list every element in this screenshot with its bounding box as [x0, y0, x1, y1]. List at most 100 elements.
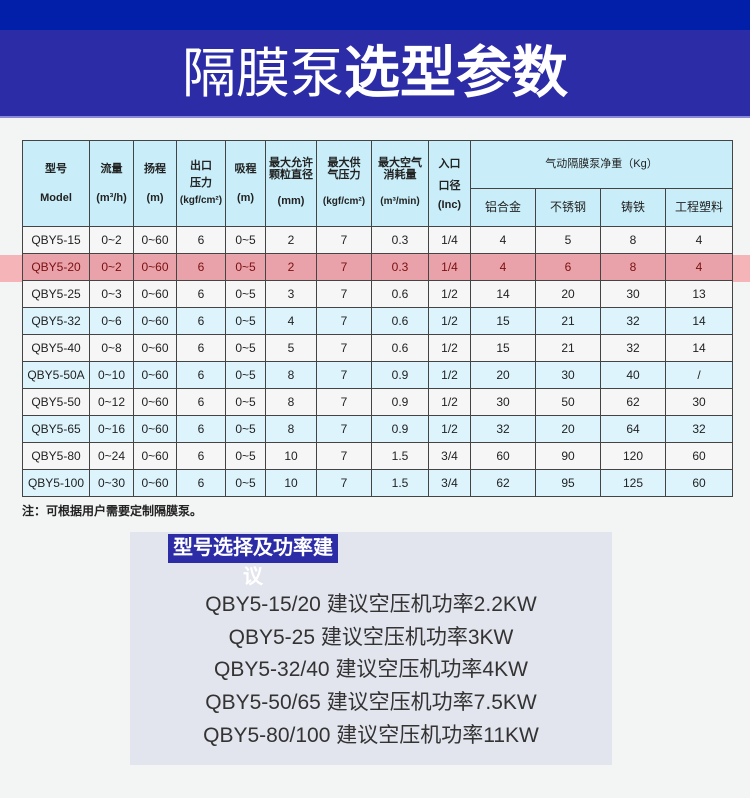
table-cell: 20	[470, 361, 536, 389]
table-cell: QBY5-50	[22, 388, 90, 416]
table-cell: /	[665, 361, 733, 389]
table-cell: 6	[535, 253, 601, 281]
table-cell: QBY5-100	[22, 469, 90, 497]
recommendation-line: QBY5-15/20 建议空压机功率2.2KW	[205, 593, 537, 616]
table-cell: 0.9	[371, 361, 429, 389]
table-row: QBY5-40 0~8 0~60 6 0~5 5 7 0.6 1/2 15 21 32 14	[22, 334, 733, 362]
table-cell: 0~60	[133, 280, 177, 308]
table-cell: 0~6	[89, 307, 134, 335]
table-cell: 0~12	[89, 388, 134, 416]
table-cell: 0~2	[89, 253, 134, 281]
header-aluminum: 铝合金	[470, 188, 536, 227]
table-row: QBY5-50A 0~10 0~60 6 0~5 8 7 0.9 1/2 20 30 40/	[22, 361, 733, 389]
table-cell: 1.5	[371, 469, 429, 497]
table-cell: 21	[535, 307, 601, 335]
table-row: QBY5-32 0~6 0~60 6 0~5 4 7 0.6 1/2 15 21 32 14	[22, 307, 733, 335]
table-cell: 1.5	[371, 442, 429, 470]
table-cell: 8	[265, 388, 317, 416]
table-cell: 6	[176, 280, 226, 308]
header-plastic: 工程塑料	[665, 188, 733, 227]
table-cell: 0~16	[89, 415, 134, 443]
table-cell: 2	[265, 253, 317, 281]
table-cell: 0.6	[371, 334, 429, 362]
table-cell: 4	[665, 253, 733, 281]
table-cell: QBY5-20	[22, 253, 90, 281]
table-cell: 21	[535, 334, 601, 362]
table-cell: 10	[265, 469, 317, 497]
table-cell: 7	[316, 226, 372, 254]
table-cell: 0~60	[133, 442, 177, 470]
page-title: 隔膜泵选型参数	[0, 30, 750, 118]
table-cell: 30	[600, 280, 666, 308]
table-cell: 0~60	[133, 388, 177, 416]
spec-table: 型号 Model 流量 (m³/h) 扬程 (m) 出口压力 (kgf/cm²) 吸程(…	[22, 140, 733, 497]
table-cell: 7	[316, 307, 372, 335]
table-cell: 15	[470, 307, 536, 335]
header-cast-iron: 铸铁	[600, 188, 666, 227]
table-cell: 7	[316, 280, 372, 308]
table-cell: 0~2	[89, 226, 134, 254]
table-cell: 60	[665, 469, 733, 497]
header-flow: 流量 (m³/h)	[89, 140, 134, 227]
table-cell: 40	[600, 361, 666, 389]
table-cell: 3/4	[428, 442, 471, 470]
table-cell: 1/2	[428, 361, 471, 389]
table-cell: 4	[470, 253, 536, 281]
table-row: QBY5-100 0~30 0~60 6 0~5 10 7 1.5 3/4 62 95 125 60	[22, 469, 733, 497]
table-cell: 8	[600, 253, 666, 281]
table-cell: QBY5-65	[22, 415, 90, 443]
table-cell: 1/2	[428, 334, 471, 362]
table-cell: 0~60	[133, 307, 177, 335]
table-cell: 7	[316, 442, 372, 470]
header-head: 扬程 (m)	[133, 140, 177, 227]
table-cell: 0.9	[371, 415, 429, 443]
recommendation-line: QBY5-32/40 建议空压机功率4KW	[214, 658, 528, 681]
table-cell: 8	[600, 226, 666, 254]
table-row: QBY5-20 0~2 0~60 6 0~5 2 7 0.3 1/4 4 6 8 4	[22, 253, 733, 281]
table-cell: 0.6	[371, 280, 429, 308]
table-cell: 0~60	[133, 253, 177, 281]
header-air-pressure: 最大供气压力 (kgf/cm²)	[316, 140, 372, 227]
table-cell: 0~5	[225, 469, 266, 497]
table-cell: 5	[535, 226, 601, 254]
table-cell: 0~60	[133, 334, 177, 362]
table-row: QBY5-65 0~16 0~60 6 0~5 8 7 0.9 1/2 32 20 64 32	[22, 415, 733, 443]
title-light: 隔膜泵	[182, 42, 344, 105]
table-cell: 6	[176, 415, 226, 443]
recommendation-panel: 型号选择及功率建议 QBY5-15/20 建议空压机功率2.2KW QBY5-2…	[130, 532, 612, 765]
table-cell: 6	[176, 253, 226, 281]
table-cell: 62	[600, 388, 666, 416]
recommendation-line: QBY5-25 建议空压机功率3KW	[228, 626, 514, 649]
table-cell: QBY5-32	[22, 307, 90, 335]
header-inlet: 入口口径 (Inc)	[428, 140, 471, 227]
table-cell: 0~60	[133, 226, 177, 254]
table-cell: 60	[665, 442, 733, 470]
table-cell: 60	[470, 442, 536, 470]
table-row: QBY5-25 0~3 0~60 6 0~5 3 7 0.6 1/2 14 20 30 13	[22, 280, 733, 308]
table-row: QBY5-50 0~12 0~60 6 0~5 8 7 0.9 1/2 30 50 62 30	[22, 388, 733, 416]
table-cell: 0~5	[225, 307, 266, 335]
table-cell: QBY5-40	[22, 334, 90, 362]
table-cell: 4	[265, 307, 317, 335]
table-row: QBY5-15 0~2 0~60 6 0~5 2 7 0.3 1/4 4 5 8 4	[22, 226, 733, 254]
table-cell: QBY5-25	[22, 280, 90, 308]
table-cell: 95	[535, 469, 601, 497]
table-cell: 15	[470, 334, 536, 362]
table-cell: 0.3	[371, 253, 429, 281]
table-cell: 4	[665, 226, 733, 254]
table-cell: 20	[535, 415, 601, 443]
table-cell: 5	[265, 334, 317, 362]
table-cell: 4	[470, 226, 536, 254]
table-cell: 6	[176, 469, 226, 497]
table-cell: 0~5	[225, 226, 266, 254]
table-cell: 32	[470, 415, 536, 443]
table-cell: 7	[316, 253, 372, 281]
table-cell: 90	[535, 442, 601, 470]
table-cell: 0~60	[133, 469, 177, 497]
recommendation-line: QBY5-80/100 建议空压机功率11KW	[203, 724, 539, 747]
table-cell: 32	[665, 415, 733, 443]
table-cell: 0~5	[225, 334, 266, 362]
header-outlet-pressure: 出口压力 (kgf/cm²)	[176, 140, 226, 227]
table-cell: 0~3	[89, 280, 134, 308]
top-band	[0, 0, 750, 30]
